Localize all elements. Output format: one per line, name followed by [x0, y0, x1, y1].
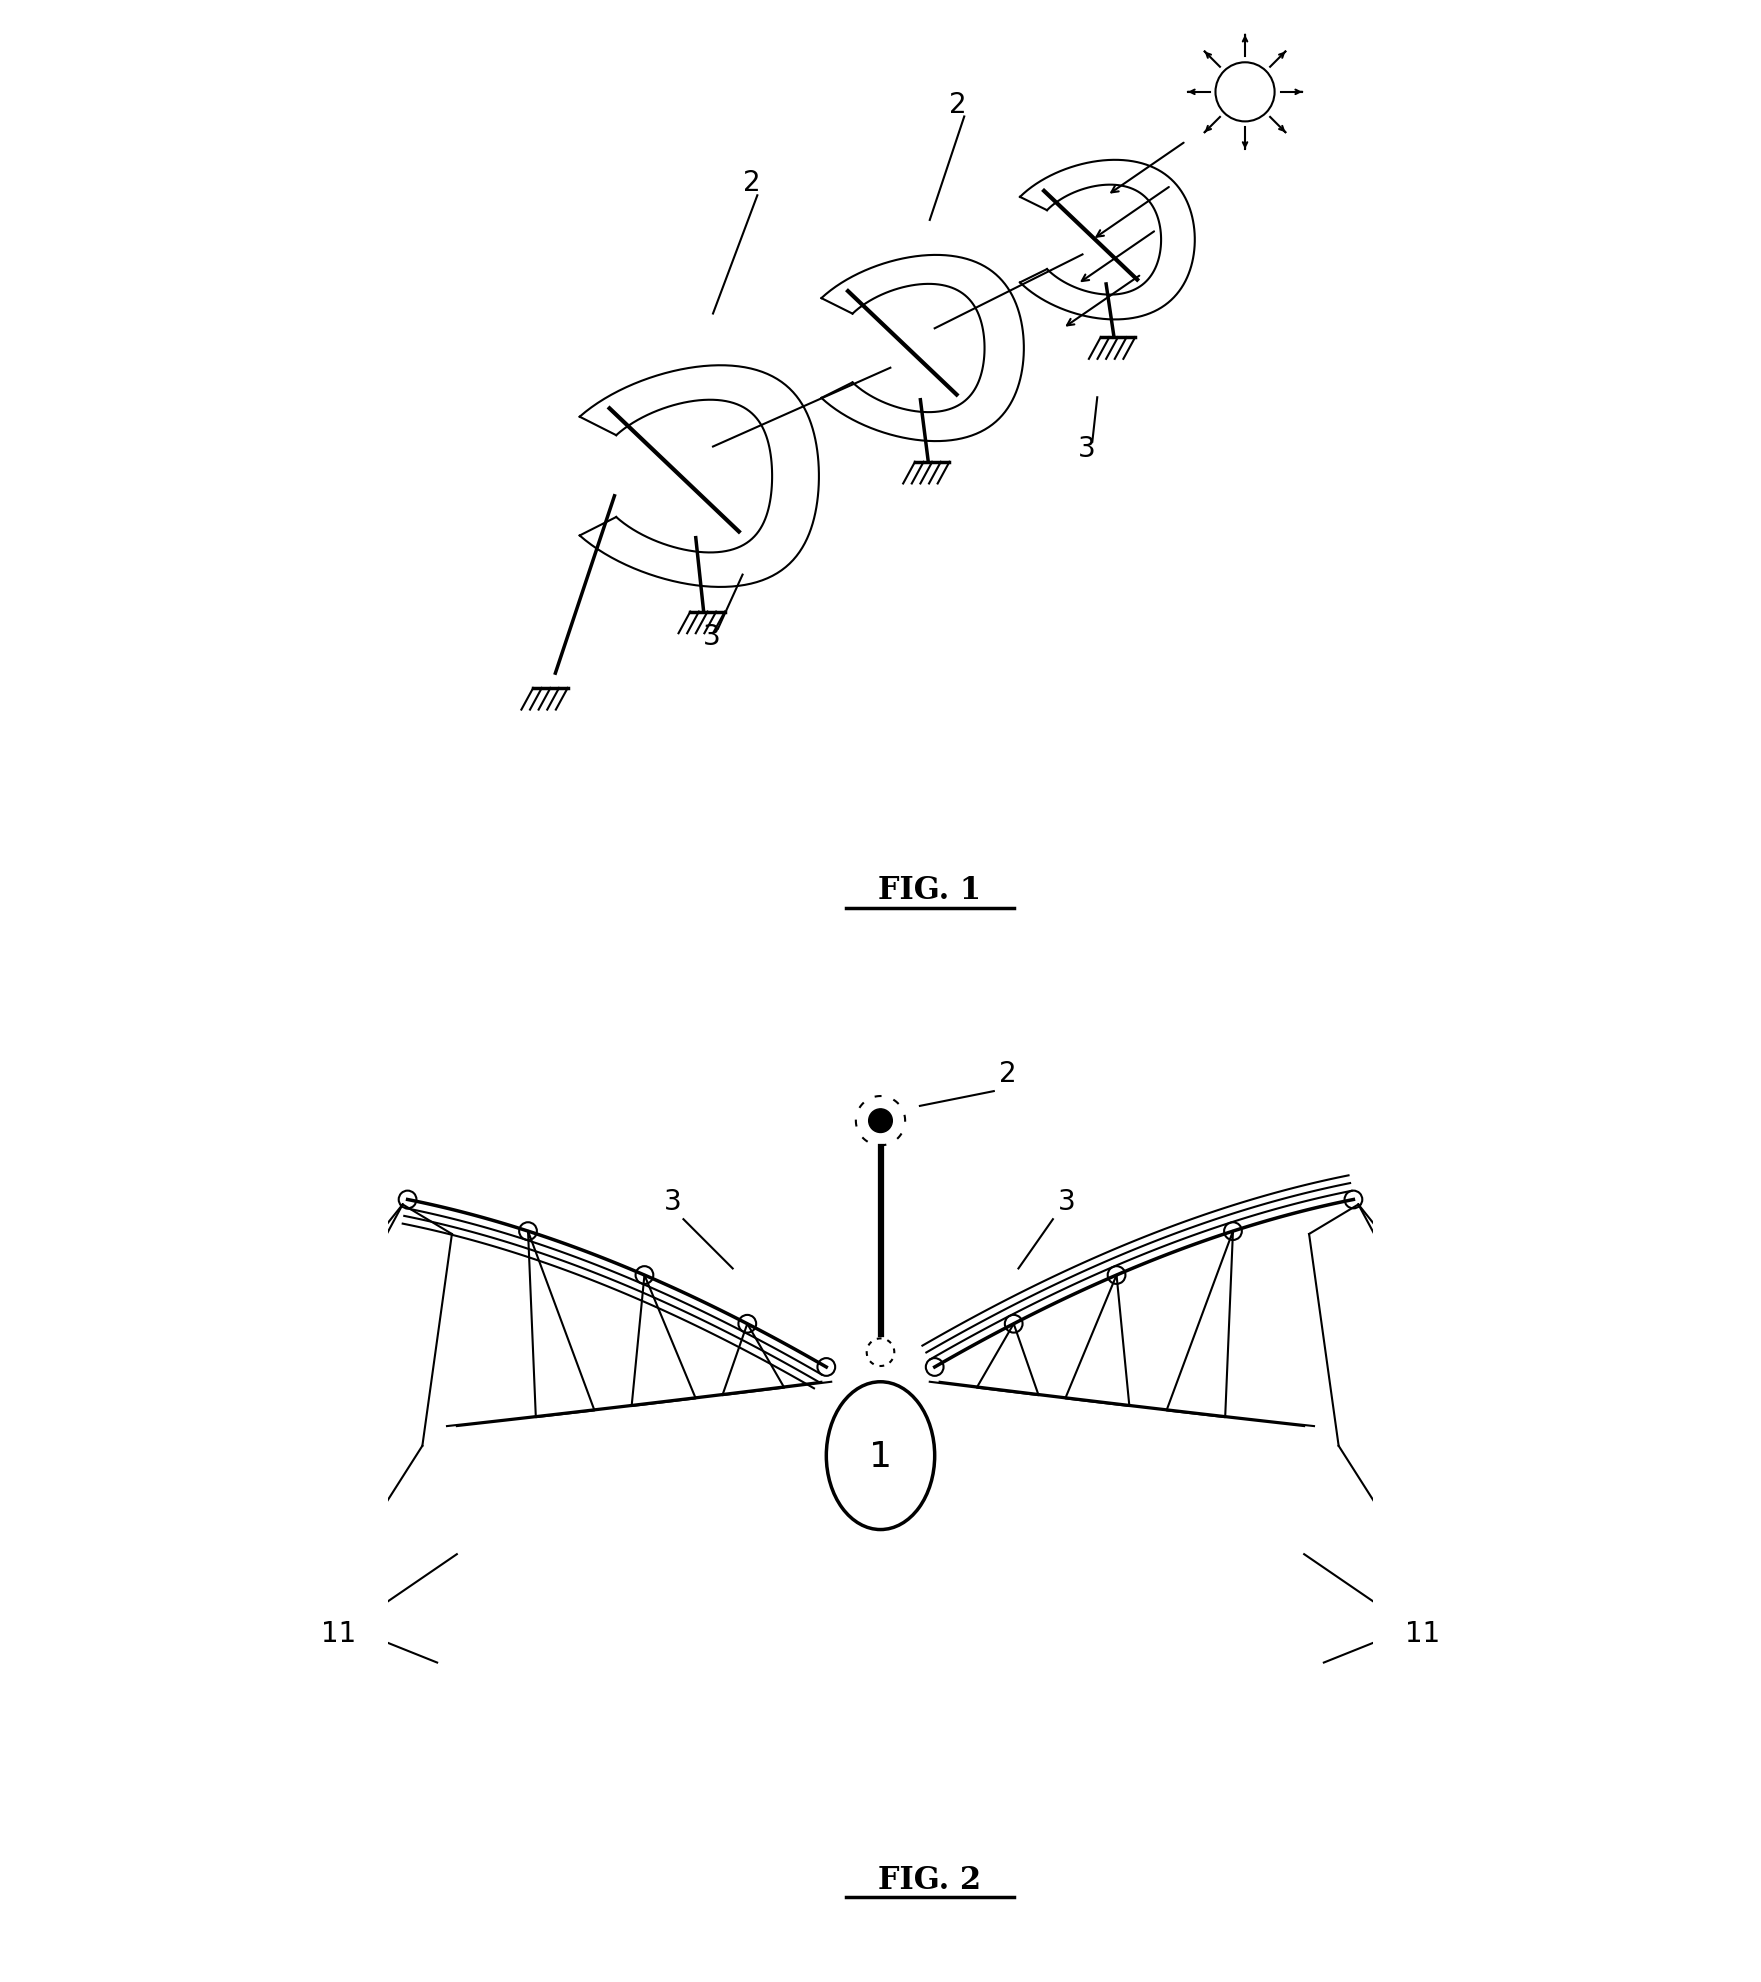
Text: 3: 3 [664, 1187, 682, 1215]
Circle shape [1215, 63, 1275, 123]
Text: 3: 3 [703, 622, 720, 650]
Text: FIG. 1: FIG. 1 [879, 874, 981, 906]
Text: 2: 2 [743, 168, 761, 198]
Text: 2: 2 [949, 91, 967, 119]
Circle shape [868, 1110, 893, 1134]
Text: FIG. 2: FIG. 2 [879, 1863, 981, 1895]
Text: 1: 1 [868, 1439, 893, 1473]
Ellipse shape [826, 1381, 935, 1530]
Text: 11: 11 [321, 1619, 356, 1647]
Text: 2: 2 [998, 1060, 1016, 1088]
Text: 11: 11 [1405, 1619, 1440, 1647]
Text: 3: 3 [1078, 436, 1095, 464]
Text: 3: 3 [1058, 1187, 1076, 1215]
